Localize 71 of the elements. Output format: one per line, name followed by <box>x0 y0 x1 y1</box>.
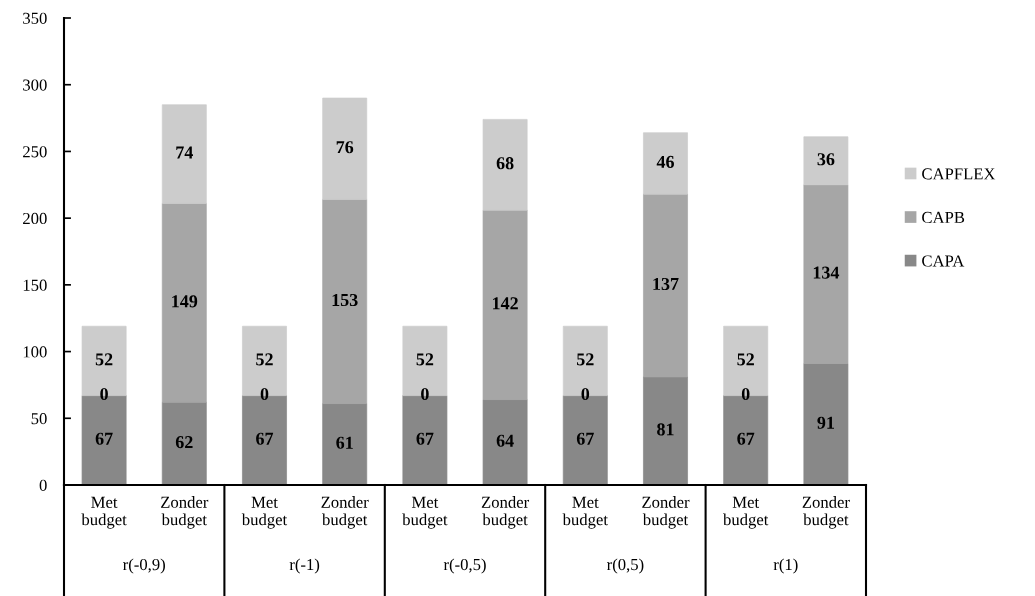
legend-label: CAPFLEX <box>922 168 996 180</box>
y-tick-label: 300 <box>23 79 47 91</box>
data-label: 134 <box>813 266 840 279</box>
data-label: 137 <box>653 277 679 291</box>
y-tick-label: 200 <box>23 212 47 225</box>
bar <box>161 401 207 485</box>
bar <box>803 363 849 485</box>
data-label: 61 <box>336 436 353 449</box>
bar <box>803 136 849 186</box>
bar <box>322 403 368 485</box>
x-tick-label: Met budget <box>402 496 448 529</box>
bar <box>643 193 688 378</box>
legend-label: CAPB <box>922 211 965 224</box>
text: r(0,5) <box>606 558 644 574</box>
y-tick-label: 350 <box>23 12 47 24</box>
data-label: 52 <box>256 353 273 366</box>
data-label: 0 <box>421 387 429 401</box>
x-tick-label: Met budget <box>241 496 288 529</box>
data-label: 67 <box>95 432 113 445</box>
bar <box>643 132 688 195</box>
data-label: 142 <box>493 297 518 310</box>
data-label: 153 <box>332 293 358 307</box>
data-label: 76 <box>336 141 354 154</box>
data-label: 81 <box>657 423 674 436</box>
text: r(-0,5) <box>443 558 486 574</box>
bar <box>482 399 528 485</box>
x-tick-label: Zonder budget <box>161 496 209 529</box>
text: r(-1) <box>289 558 320 574</box>
legend-label: CAPA <box>922 255 965 267</box>
bar <box>643 376 688 485</box>
text: r(-0,9) <box>123 558 165 574</box>
data-label: 149 <box>172 295 198 308</box>
data-label: 52 <box>737 353 754 366</box>
y-tick-label: 0 <box>39 479 47 491</box>
data-label: 74 <box>176 146 193 159</box>
y-tick-label: 50 <box>31 412 47 425</box>
data-label: 46 <box>656 155 674 168</box>
x-tick-label: Met budget <box>723 496 769 529</box>
x-tick-label: Met budget <box>562 496 608 529</box>
bar <box>161 104 207 204</box>
x-tick-label: Zonder budget <box>321 496 369 529</box>
data-label: 67 <box>256 432 274 445</box>
data-label: 91 <box>817 416 834 429</box>
bar <box>803 184 849 364</box>
data-label: 52 <box>95 353 113 366</box>
data-label: 67 <box>576 432 594 445</box>
bar <box>482 119 528 211</box>
data-label: 52 <box>576 353 594 366</box>
data-label: 52 <box>416 353 434 366</box>
x-tick-label: Zonder budget <box>481 496 530 529</box>
text: r(1) <box>773 558 798 574</box>
data-label: 0 <box>260 387 269 401</box>
x-tick-label: Met budget <box>81 496 127 529</box>
data-label: 64 <box>496 434 514 447</box>
bar <box>322 97 368 200</box>
x-tick-label: Zonder budget <box>642 496 690 529</box>
data-label: 67 <box>416 432 434 445</box>
data-label: 0 <box>100 387 108 401</box>
data-label: 36 <box>817 153 835 166</box>
bar <box>482 209 528 400</box>
y-tick-label: 150 <box>23 279 47 291</box>
y-tick-label: 100 <box>23 346 47 358</box>
x-tick-label: Zonder budget <box>802 496 850 529</box>
y-tick-label: 250 <box>23 146 47 158</box>
data-label: 0 <box>581 387 590 401</box>
data-label: 62 <box>175 436 193 449</box>
data-label: 0 <box>741 387 750 401</box>
bar <box>161 203 207 403</box>
bar <box>322 199 368 404</box>
data-label: 68 <box>496 157 514 170</box>
data-label: 67 <box>737 432 755 445</box>
